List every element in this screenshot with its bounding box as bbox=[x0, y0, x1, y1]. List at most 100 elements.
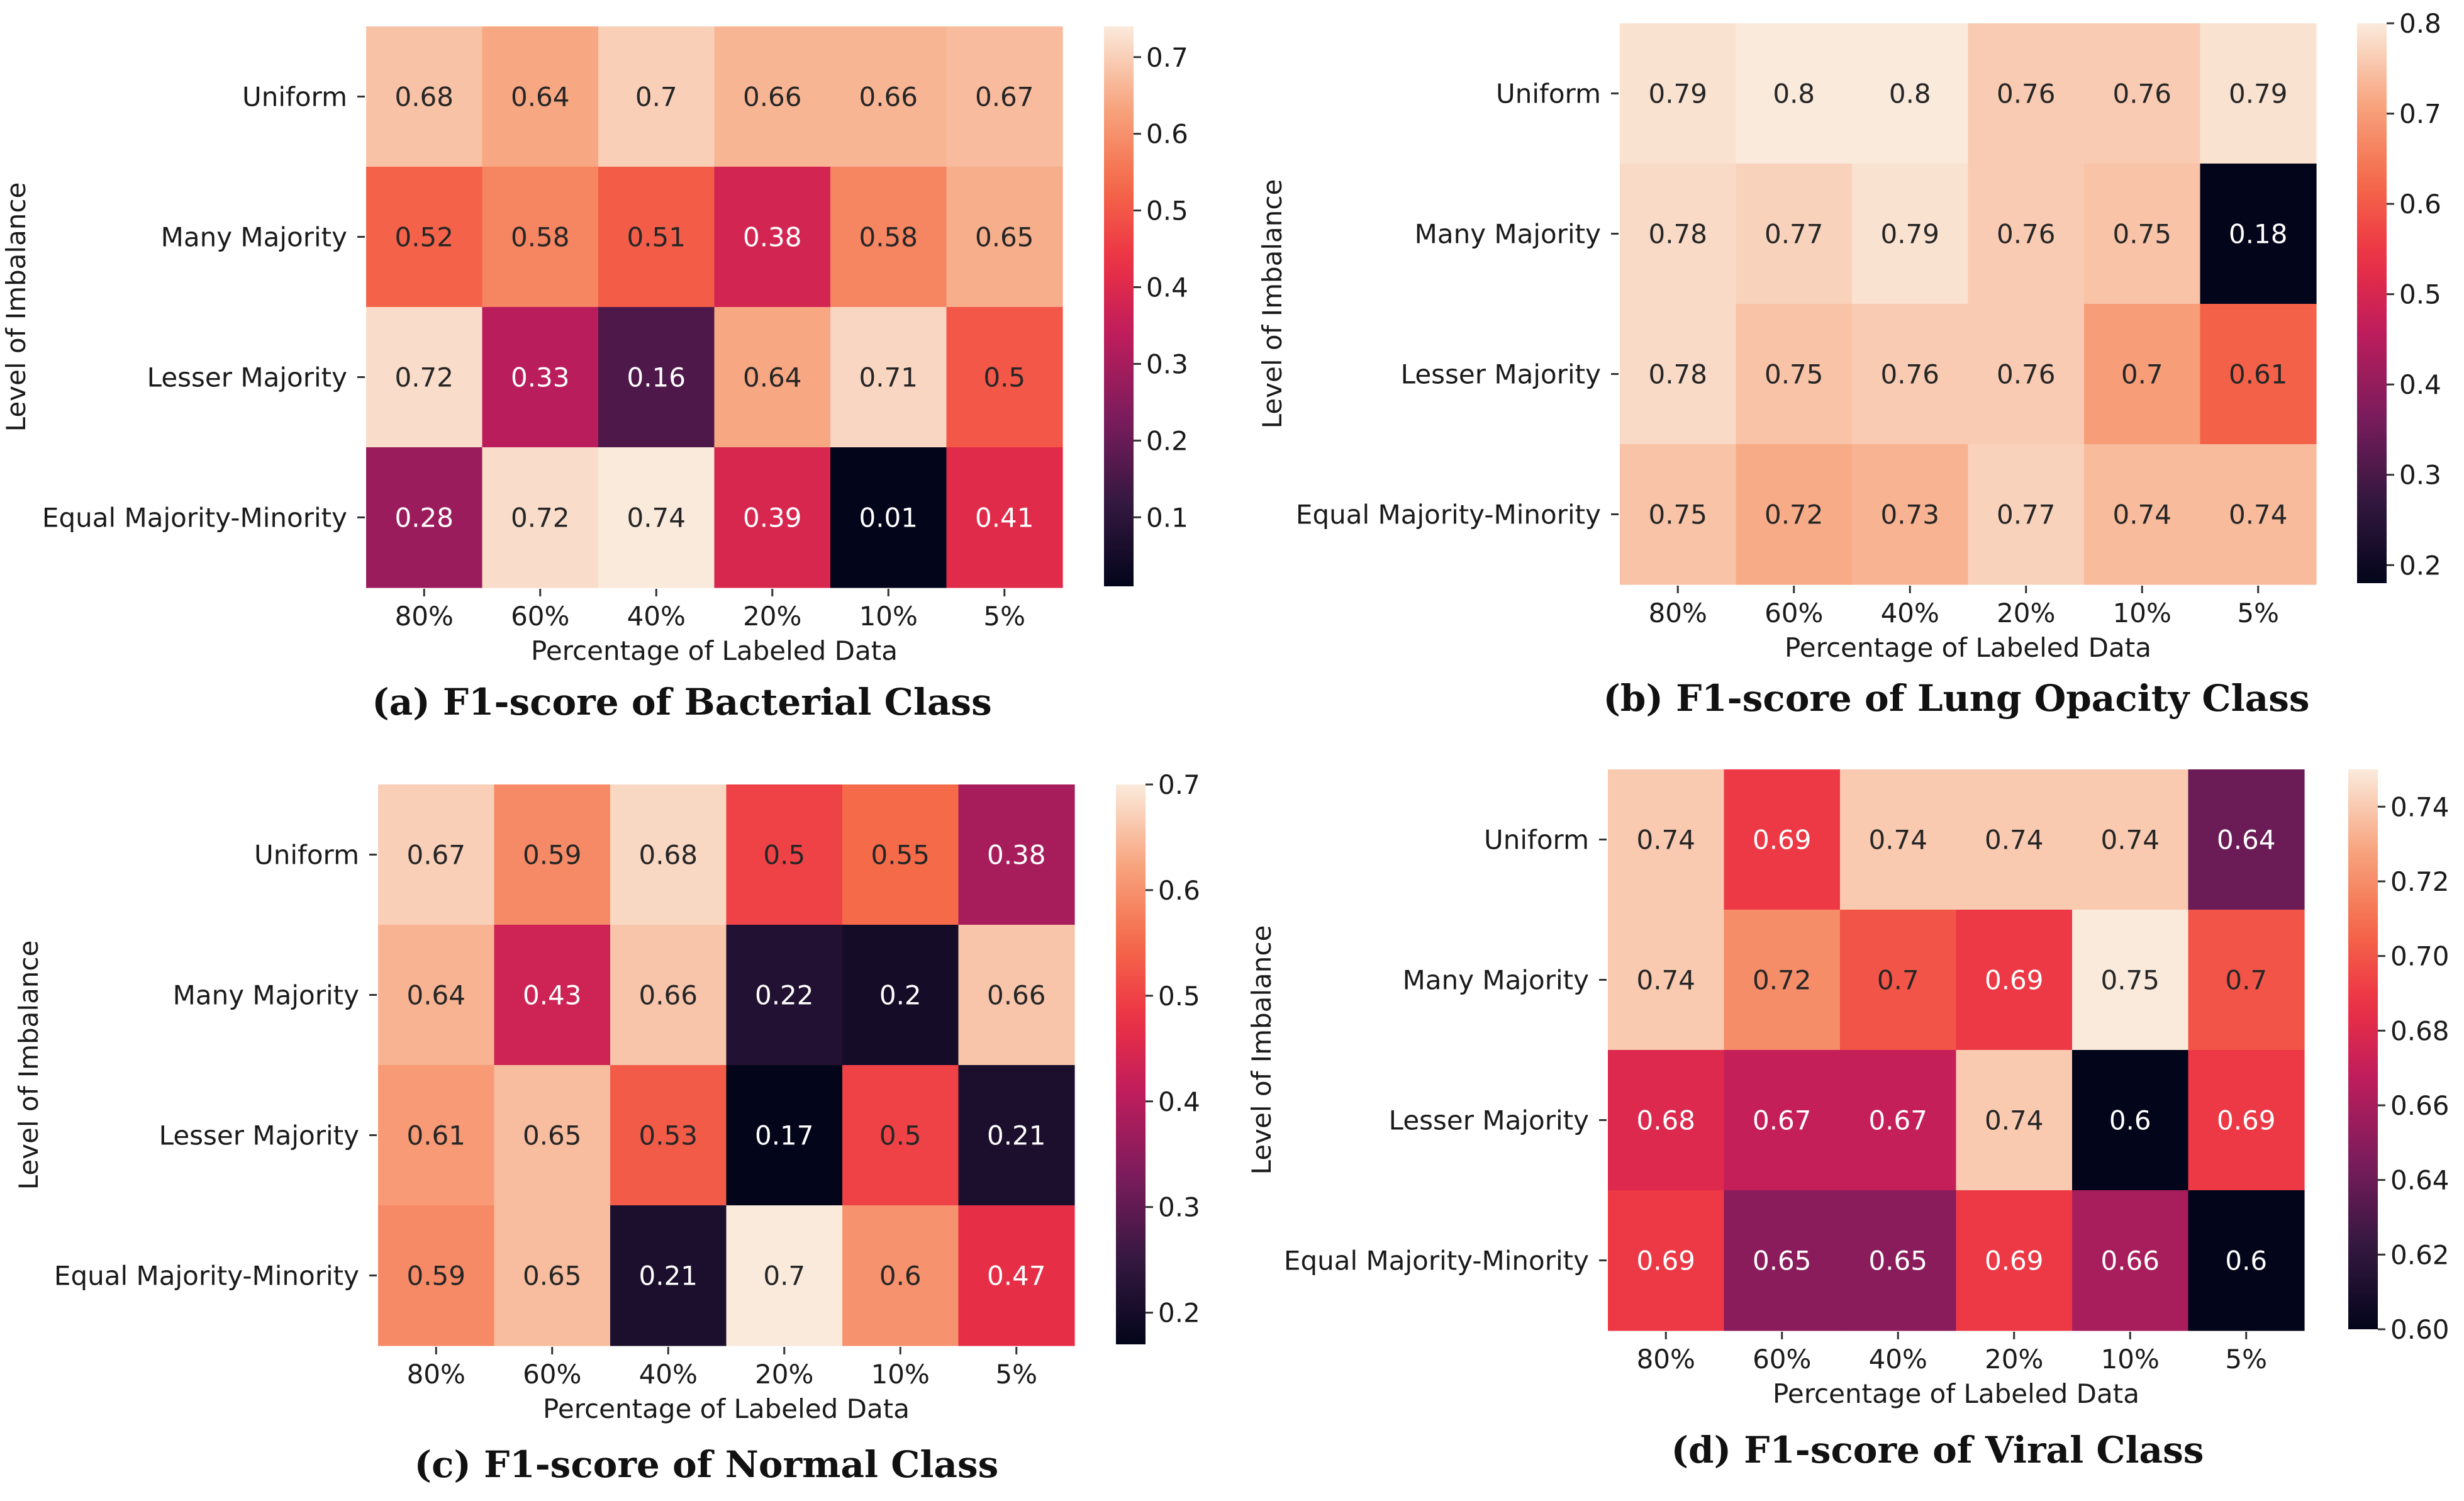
heatmap-cell bbox=[610, 925, 727, 1066]
y-tick-label: Equal Majority-Minority bbox=[1296, 499, 1601, 530]
x-tick-label: 20% bbox=[1985, 1344, 2043, 1375]
heatmap-cell bbox=[1852, 164, 1969, 304]
heatmap-cell bbox=[1620, 23, 1737, 164]
y-tick-label: Equal Majority-Minority bbox=[42, 503, 347, 533]
cell-value-label: 0.76 bbox=[1997, 359, 2056, 390]
heatmap-cell bbox=[2072, 769, 2189, 910]
cell-value-label: 0.66 bbox=[859, 82, 918, 113]
cell-value-label: 0.41 bbox=[975, 503, 1034, 533]
x-axis-label: Percentage of Labeled Data bbox=[1785, 632, 2151, 663]
cell-value-label: 0.61 bbox=[406, 1120, 465, 1151]
cell-value-label: 0.64 bbox=[406, 980, 465, 1011]
colorbar-tick-label: 0.4 bbox=[1146, 272, 1188, 303]
heatmap-cell bbox=[1840, 910, 1957, 1051]
y-tick-label: Uniform bbox=[1484, 825, 1589, 856]
cell-value-label: 0.7 bbox=[635, 82, 677, 113]
heatmap-cell bbox=[2200, 164, 2317, 304]
x-tick-label: 60% bbox=[1753, 1344, 1811, 1375]
cell-value-label: 0.72 bbox=[1764, 499, 1824, 530]
cell-value-label: 0.74 bbox=[1985, 825, 2044, 856]
cell-value-label: 0.65 bbox=[523, 1261, 582, 1292]
heatmap-cell bbox=[1608, 1190, 1725, 1331]
cell-value-label: 0.69 bbox=[1636, 1246, 1695, 1276]
cell-value-label: 0.64 bbox=[743, 362, 802, 393]
cell-value-label: 0.74 bbox=[1985, 1105, 2044, 1136]
x-tick-label: 5% bbox=[995, 1359, 1037, 1390]
heatmap-cell bbox=[714, 307, 831, 448]
cell-value-label: 0.76 bbox=[2112, 79, 2171, 109]
colorbar-tick-label: 0.5 bbox=[1146, 196, 1188, 226]
cell-value-label: 0.75 bbox=[2112, 219, 2171, 250]
colorbar-tick-label: 0.5 bbox=[2399, 279, 2441, 310]
heatmap-cell bbox=[598, 307, 715, 448]
x-tick-label: 5% bbox=[983, 601, 1025, 632]
cell-value-label: 0.72 bbox=[394, 362, 454, 393]
heatmap-cell bbox=[1608, 1050, 1725, 1191]
cell-value-label: 0.6 bbox=[2109, 1105, 2151, 1136]
cell-value-label: 0.65 bbox=[523, 1120, 582, 1151]
y-tick-label: Uniform bbox=[1496, 79, 1601, 109]
y-tick-label: Uniform bbox=[242, 82, 347, 113]
cell-value-label: 0.58 bbox=[511, 222, 570, 253]
cell-value-label: 0.39 bbox=[743, 503, 802, 533]
heatmap-cell bbox=[1852, 304, 1969, 445]
heatmap-cell bbox=[1736, 23, 1853, 164]
cell-value-label: 0.5 bbox=[763, 840, 805, 871]
colorbar-tick-label: 0.6 bbox=[1146, 119, 1188, 150]
colorbar-tick-label: 0.1 bbox=[1146, 502, 1188, 533]
heatmap-cell bbox=[598, 167, 715, 308]
cell-value-label: 0.66 bbox=[987, 980, 1046, 1011]
heatmap-cell bbox=[946, 307, 1063, 448]
heatmap-cell bbox=[1840, 1050, 1957, 1191]
heatmap-cell bbox=[1840, 1190, 1957, 1331]
colorbar bbox=[1116, 784, 1146, 1344]
cell-value-label: 0.76 bbox=[1997, 219, 2056, 250]
heatmap-cell bbox=[378, 784, 495, 925]
heatmap-cell bbox=[946, 447, 1063, 588]
panel-caption: (a) F1-score of Bacterial Class bbox=[372, 681, 992, 723]
x-tick-label: 80% bbox=[1649, 598, 1707, 628]
heatmap-cell bbox=[946, 26, 1063, 167]
heatmap-cell bbox=[482, 307, 599, 448]
heatmap-cell bbox=[1724, 1190, 1841, 1331]
heatmap-cell bbox=[2188, 1050, 2305, 1191]
heatmap-cell bbox=[1852, 23, 1969, 164]
cell-value-label: 0.65 bbox=[1868, 1246, 1927, 1276]
cell-value-label: 0.74 bbox=[2100, 825, 2160, 856]
cell-value-label: 0.16 bbox=[627, 362, 686, 393]
colorbar-tick-label: 0.68 bbox=[2390, 1015, 2450, 1046]
heatmap-cell bbox=[946, 167, 1063, 308]
cell-value-label: 0.6 bbox=[879, 1261, 922, 1292]
cell-value-label: 0.75 bbox=[1764, 359, 1824, 390]
heatmap-cell bbox=[1956, 1190, 2073, 1331]
heatmap-cell bbox=[714, 26, 831, 167]
heatmap-cell bbox=[842, 925, 959, 1066]
cell-value-label: 0.78 bbox=[1648, 219, 1707, 250]
heatmap-cell bbox=[610, 1065, 727, 1206]
cell-value-label: 0.21 bbox=[987, 1120, 1046, 1151]
cell-value-label: 0.65 bbox=[975, 222, 1034, 253]
heatmap-cell bbox=[2200, 23, 2317, 164]
y-axis-label: Level of Imbalance bbox=[1257, 179, 1288, 429]
cell-value-label: 0.33 bbox=[511, 362, 570, 393]
heatmap-cell bbox=[1620, 444, 1737, 585]
colorbar-tick-label: 0.3 bbox=[1158, 1192, 1200, 1223]
heatmap-cell bbox=[366, 167, 483, 308]
heatmap-cell bbox=[2188, 910, 2305, 1051]
colorbar bbox=[1104, 26, 1134, 586]
heatmap-cell bbox=[958, 925, 1075, 1066]
cell-value-label: 0.68 bbox=[394, 82, 454, 113]
x-tick-label: 60% bbox=[1764, 598, 1823, 628]
heatmap-cell bbox=[714, 447, 831, 588]
heatmap-cell bbox=[610, 784, 727, 925]
cell-value-label: 0.58 bbox=[859, 222, 918, 253]
x-tick-label: 10% bbox=[859, 601, 918, 632]
heatmap-cell bbox=[1724, 769, 1841, 910]
cell-value-label: 0.74 bbox=[1636, 825, 1695, 856]
heatmap-cell bbox=[1724, 1050, 1841, 1191]
heatmap-cell bbox=[830, 26, 947, 167]
cell-value-label: 0.59 bbox=[523, 840, 582, 871]
x-tick-label: 60% bbox=[523, 1359, 581, 1390]
colorbar-tick-label: 0.2 bbox=[1146, 425, 1188, 456]
cell-value-label: 0.64 bbox=[2217, 825, 2276, 856]
